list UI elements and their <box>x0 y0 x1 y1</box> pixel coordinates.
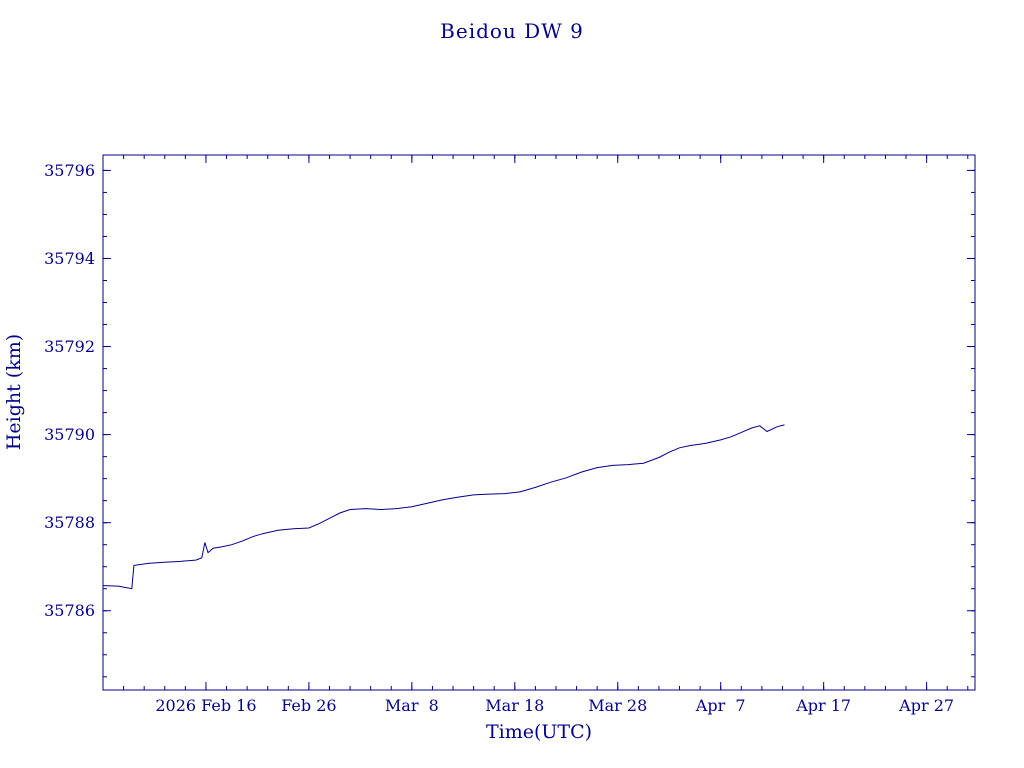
x-tick-label: Apr 7 <box>695 696 746 715</box>
plot-axes <box>102 154 976 691</box>
x-tick-label: Feb 26 <box>281 696 336 715</box>
y-tick-label: 35794 <box>44 249 95 268</box>
x-tick-label: Apr 27 <box>898 696 954 715</box>
y-tick-label: 35786 <box>44 601 95 620</box>
data-series <box>102 424 785 590</box>
x-tick-label: 2026 Feb 16 <box>155 696 256 715</box>
axis-tick-labels: 2026 Feb 16 Feb 26 Mar 8 Mar 18 Mar 28 Apr 7 A… <box>44 161 954 715</box>
x-tick-label: Apr 17 <box>795 696 851 715</box>
y-tick-label: 35792 <box>44 337 95 356</box>
x-axis-label: Time(UTC) <box>486 721 592 743</box>
y-tick-label: 35790 <box>44 425 95 444</box>
x-tick-label: Mar 28 <box>588 696 647 715</box>
y-axis-label: Height (km) <box>3 334 25 450</box>
chart-title: Beidou DW 9 <box>440 19 584 43</box>
y-tick-label: 35788 <box>44 513 95 532</box>
height-series-line <box>102 424 785 590</box>
axis-ticks <box>102 155 975 690</box>
y-tick-label: 35796 <box>44 161 95 180</box>
plot-frame <box>102 154 976 691</box>
x-tick-label: Mar 18 <box>485 696 544 715</box>
x-tick-label: Mar 8 <box>385 696 439 715</box>
